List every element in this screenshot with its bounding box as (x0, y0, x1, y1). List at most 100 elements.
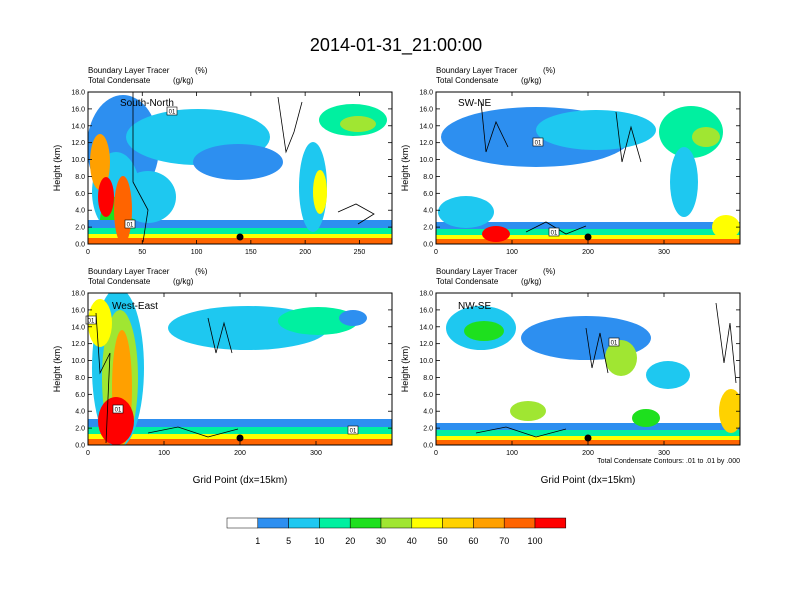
x-tick-label: 300 (658, 450, 670, 457)
y-tick-label: 2.0 (423, 426, 433, 433)
panel-subtitle: Total Condensate (88, 76, 151, 85)
panel-subtitle: Total Condensate (436, 277, 499, 286)
contour-label: 01 (551, 231, 558, 237)
x-axis-label: Grid Point (dx=15km) (193, 475, 288, 486)
y-tick-label: 6.0 (423, 191, 433, 198)
y-tick-label: 2.0 (423, 225, 433, 232)
panel-title-units: (%) (543, 66, 556, 75)
x-tick-label: 200 (299, 249, 311, 256)
panel-subtitle-units: (g/kg) (173, 76, 194, 85)
x-tick-label: 200 (582, 249, 594, 256)
contour-label: 01 (169, 110, 176, 116)
contour-label: 01 (611, 341, 618, 347)
contour-line (132, 92, 149, 243)
panel-subtitle: Total Condensate (436, 76, 499, 85)
field-blob (340, 116, 376, 132)
colorbar-swatch (534, 517, 567, 529)
field-blob (712, 215, 740, 239)
contour-label: 01 (88, 319, 95, 325)
y-tick-label: 6.0 (75, 392, 85, 399)
panel-nw-se: 01 NW-SE Boundary Layer Tracer (%) Total Con… (400, 267, 741, 486)
panel-title-units: (%) (195, 267, 208, 276)
contour-line (480, 101, 509, 153)
y-tick-label: 4.0 (423, 208, 433, 215)
colorbar-swatch (257, 517, 289, 529)
colorbar-swatch (503, 517, 536, 529)
x-tick-label: 0 (434, 450, 438, 457)
x-tick-label: 50 (138, 249, 146, 256)
y-tick-label: 0.0 (423, 443, 433, 450)
contour-label-box (532, 137, 544, 147)
y-tick-label: 4.0 (75, 409, 85, 416)
y-tick-label: 18.0 (419, 90, 433, 97)
colorbar-swatch (288, 517, 320, 529)
colorbar: 1 5 10 20 30 40 50 60 70 100 (226, 517, 567, 546)
location-marker (236, 233, 244, 241)
contour-line (715, 302, 737, 384)
field-blob (88, 299, 112, 347)
colorbar-label: 10 (314, 536, 324, 546)
field-blob (632, 409, 660, 427)
field-blob (536, 110, 656, 150)
contour-line (615, 111, 642, 163)
x-tick-label: 150 (245, 249, 257, 256)
colorbar-swatch (442, 517, 474, 529)
x-tick-label: 0 (86, 249, 90, 256)
y-tick-label: 12.0 (71, 341, 85, 348)
panel-subtitle-units: (g/kg) (173, 277, 194, 286)
y-tick-label: 6.0 (423, 392, 433, 399)
y-tick-label: 12.0 (71, 140, 85, 147)
colorbar-label: 40 (407, 536, 417, 546)
x-tick-label: 100 (506, 249, 518, 256)
field-blob (339, 310, 367, 326)
y-tick-label: 16.0 (71, 307, 85, 314)
y-tick-label: 10.0 (419, 157, 433, 164)
field-blob (313, 170, 327, 214)
y-tick-label: 12.0 (419, 341, 433, 348)
colorbar-swatch (411, 517, 443, 529)
panel-title-units: (%) (543, 267, 556, 276)
contour-line (277, 96, 303, 154)
contour-label: 01 (350, 429, 357, 435)
colorbar-swatch (226, 517, 259, 529)
plot-frame (87, 91, 393, 245)
y-tick-label: 14.0 (419, 123, 433, 130)
panel-west-east: 01 01 01 West-East Boundary Layer Tracer (%) T… (52, 267, 393, 486)
heatmap-field (436, 302, 740, 445)
field-band (88, 238, 392, 244)
field-blob (278, 307, 358, 335)
field-blob (90, 134, 110, 190)
y-tick-label: 18.0 (419, 291, 433, 298)
contour-line (147, 426, 239, 438)
field-blob (646, 361, 690, 389)
heatmap-field (88, 92, 392, 244)
field-blob (719, 389, 740, 433)
field-blob (98, 397, 134, 445)
contour-label-box (112, 404, 124, 414)
location-marker (584, 434, 592, 442)
panel-title: Boundary Layer Tracer (436, 267, 518, 276)
x-tick-label: 300 (658, 249, 670, 256)
colorbar-swatch (319, 517, 351, 529)
y-tick-label: 6.0 (75, 191, 85, 198)
field-blob (510, 401, 546, 421)
field-blob (482, 226, 510, 242)
field-blob (692, 127, 720, 147)
y-tick-label: 4.0 (75, 208, 85, 215)
y-tick-label: 14.0 (71, 123, 85, 130)
y-tick-label: 16.0 (71, 106, 85, 113)
contour-line (207, 317, 233, 354)
y-tick-label: 16.0 (419, 106, 433, 113)
x-axis-label: Grid Point (dx=15km) (541, 475, 636, 486)
location-marker (236, 434, 244, 442)
y-tick-label: 2.0 (75, 426, 85, 433)
heatmap-field (88, 293, 392, 445)
y-tick-label: 16.0 (419, 307, 433, 314)
x-tick-label: 100 (506, 450, 518, 457)
panel-title: Boundary Layer Tracer (88, 66, 170, 75)
field-blob (464, 321, 504, 341)
panel-title: Boundary Layer Tracer (436, 66, 518, 75)
contour-note: Total Condensate Contours: .01 to .01 by… (597, 458, 740, 465)
